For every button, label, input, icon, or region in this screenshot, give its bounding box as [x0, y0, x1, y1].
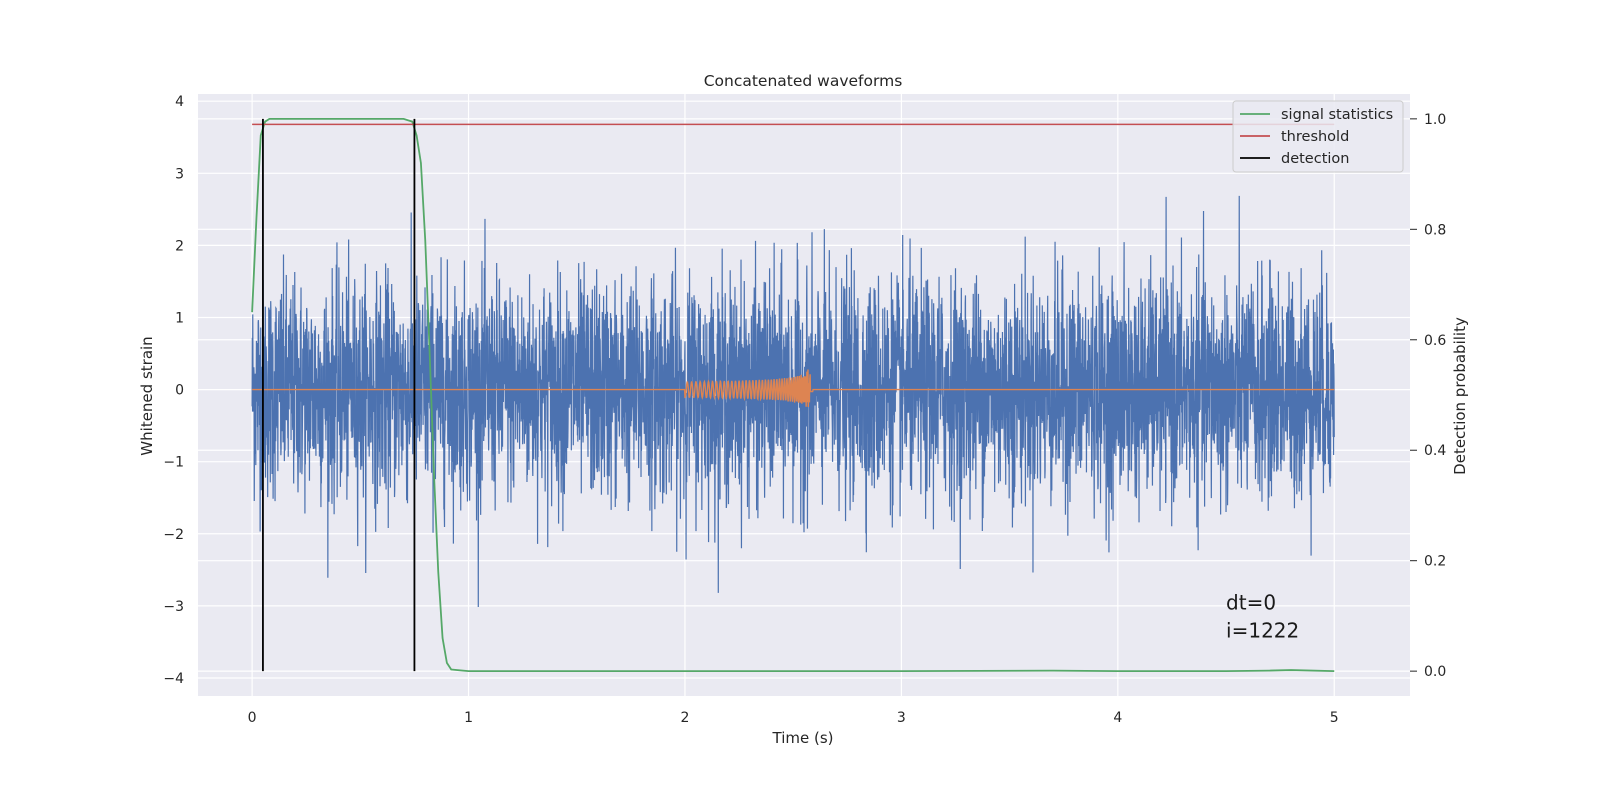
y-tick-label-left: 0 — [175, 383, 184, 399]
y-axis-title-left: Whitened strain — [138, 336, 156, 455]
y-tick-label-left: −2 — [163, 527, 184, 543]
y-tick-label-left: −4 — [163, 671, 184, 687]
x-tick-label: 4 — [1113, 710, 1122, 726]
annotation: dt=0 i=1222 — [1226, 590, 1299, 642]
y-tick-label-right: 0.0 — [1424, 664, 1446, 680]
y-tick-label-left: 1 — [175, 310, 184, 326]
legend-box — [1232, 100, 1404, 173]
y-tick-label-right: 1.0 — [1424, 112, 1446, 128]
x-tick-label: 0 — [248, 710, 257, 726]
x-tick-label: 2 — [681, 710, 690, 726]
y-tick-label-right: 0.8 — [1424, 222, 1446, 238]
detection-series — [262, 118, 416, 672]
x-axis-title: Time (s) — [772, 729, 834, 747]
y-tick-label-left: −3 — [163, 599, 184, 615]
signal-statistics-line — [251, 117, 1335, 673]
y-tick-label-left: 3 — [175, 166, 184, 182]
chart-title: Concatenated waveforms — [704, 72, 903, 90]
x-tick-label: 5 — [1330, 710, 1339, 726]
signal-statistics-series — [251, 117, 1335, 673]
chirp-line — [252, 369, 1335, 407]
legend-label: detection — [1281, 151, 1349, 167]
y-tick-label-right: 0.4 — [1424, 443, 1446, 459]
legend-label: threshold — [1281, 129, 1349, 145]
y-tick-label-left: −1 — [163, 455, 184, 471]
annotation-text: i=1222 — [1226, 618, 1299, 642]
chirp-series — [252, 369, 1335, 407]
y-tick-label-right: 0.2 — [1424, 554, 1446, 570]
y-axis-title-right: Detection probability — [1451, 317, 1469, 475]
y-tick-label-left: 4 — [175, 94, 184, 110]
axis-ticks: 0 1 2 3 4 5 −4 −3 −2 −1 0 1 2 3 4 0.0 0.2 0.4 0.6 0.8 1.0 — [163, 94, 1446, 726]
x-tick-label: 1 — [464, 710, 473, 726]
y-tick-label-left: 2 — [175, 238, 184, 254]
legend-label: signal statistics — [1281, 107, 1393, 123]
legend: signal statistics threshold detection — [1232, 100, 1404, 173]
x-tick-label: 3 — [897, 710, 906, 726]
y-tick-label-right: 0.6 — [1424, 333, 1446, 349]
annotation-text: dt=0 — [1226, 590, 1276, 614]
